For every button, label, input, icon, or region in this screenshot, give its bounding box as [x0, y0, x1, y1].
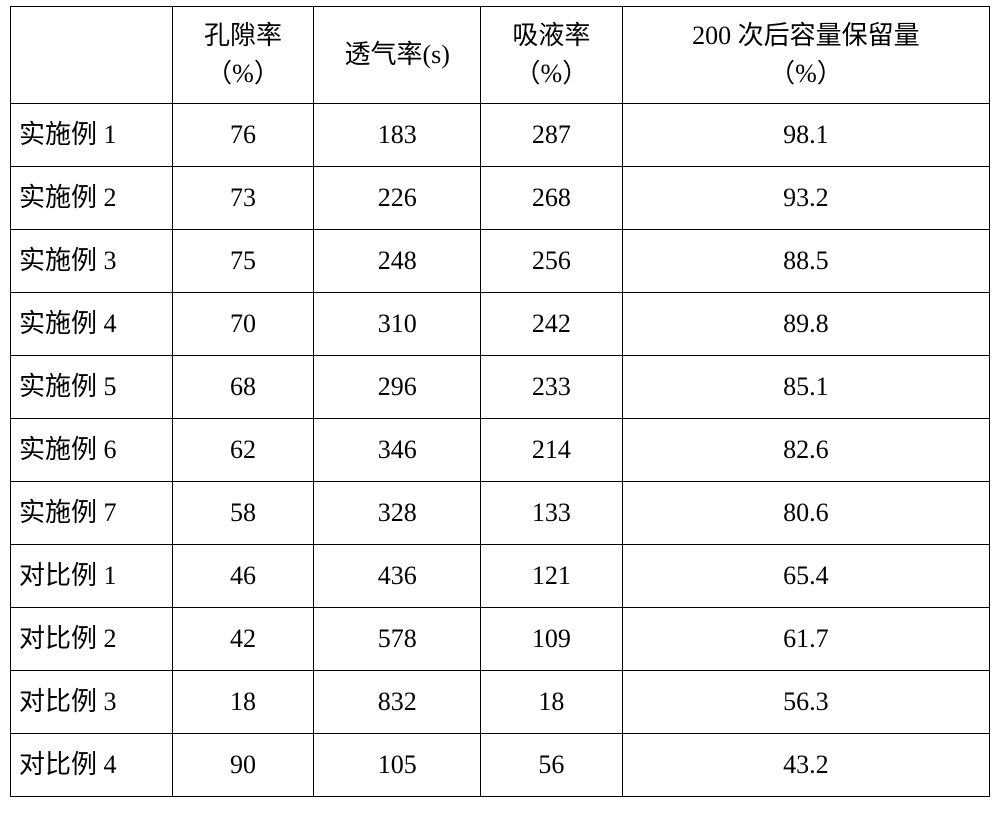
cell-porosity: 75	[172, 230, 314, 293]
cell-permeability: 183	[314, 104, 480, 167]
col-header-retention: 200 次后容量保留量 （%）	[622, 7, 989, 104]
cell-porosity: 70	[172, 293, 314, 356]
cell-retention: 61.7	[622, 608, 989, 671]
cell-permeability: 248	[314, 230, 480, 293]
cell-absorption: 242	[480, 293, 622, 356]
cell-absorption: 56	[480, 734, 622, 797]
col-header-retention-l2: （%）	[623, 55, 989, 93]
cell-permeability: 832	[314, 671, 480, 734]
cell-label: 实施例 3	[11, 230, 173, 293]
table-row: 对比例 2 42 578 109 61.7	[11, 608, 990, 671]
cell-label: 对比例 2	[11, 608, 173, 671]
table-row: 对比例 1 46 436 121 65.4	[11, 545, 990, 608]
cell-absorption: 121	[480, 545, 622, 608]
cell-label: 实施例 1	[11, 104, 173, 167]
cell-permeability: 346	[314, 419, 480, 482]
cell-absorption: 233	[480, 356, 622, 419]
table-row: 实施例 2 73 226 268 93.2	[11, 167, 990, 230]
cell-retention: 56.3	[622, 671, 989, 734]
cell-porosity: 68	[172, 356, 314, 419]
cell-absorption: 133	[480, 482, 622, 545]
table-row: 实施例 6 62 346 214 82.6	[11, 419, 990, 482]
col-header-absorption-l2: （%）	[481, 55, 622, 93]
cell-retention: 98.1	[622, 104, 989, 167]
cell-retention: 65.4	[622, 545, 989, 608]
table-body: 实施例 1 76 183 287 98.1 实施例 2 73 226 268 9…	[11, 104, 990, 797]
cell-absorption: 256	[480, 230, 622, 293]
cell-retention: 89.8	[622, 293, 989, 356]
cell-porosity: 90	[172, 734, 314, 797]
cell-permeability: 310	[314, 293, 480, 356]
cell-absorption: 287	[480, 104, 622, 167]
table-row: 实施例 7 58 328 133 80.6	[11, 482, 990, 545]
cell-absorption: 109	[480, 608, 622, 671]
cell-porosity: 76	[172, 104, 314, 167]
cell-retention: 85.1	[622, 356, 989, 419]
cell-permeability: 226	[314, 167, 480, 230]
cell-porosity: 42	[172, 608, 314, 671]
data-table: 孔隙率 （%） 透气率(s) 吸液率 （%） 200 次后容量保留量 （%） 实…	[10, 6, 990, 797]
cell-permeability: 296	[314, 356, 480, 419]
col-header-porosity: 孔隙率 （%）	[172, 7, 314, 104]
cell-label: 实施例 2	[11, 167, 173, 230]
cell-absorption: 268	[480, 167, 622, 230]
col-header-retention-l1: 200 次后容量保留量	[623, 17, 989, 55]
col-header-absorption: 吸液率 （%）	[480, 7, 622, 104]
cell-retention: 93.2	[622, 167, 989, 230]
cell-porosity: 18	[172, 671, 314, 734]
cell-label: 对比例 4	[11, 734, 173, 797]
cell-retention: 88.5	[622, 230, 989, 293]
col-header-permeability: 透气率(s)	[314, 7, 480, 104]
cell-permeability: 436	[314, 545, 480, 608]
cell-label: 实施例 7	[11, 482, 173, 545]
cell-label: 对比例 1	[11, 545, 173, 608]
cell-label: 对比例 3	[11, 671, 173, 734]
table-row: 对比例 4 90 105 56 43.2	[11, 734, 990, 797]
cell-porosity: 62	[172, 419, 314, 482]
table-row: 实施例 5 68 296 233 85.1	[11, 356, 990, 419]
cell-retention: 80.6	[622, 482, 989, 545]
col-header-porosity-l1: 孔隙率	[173, 17, 314, 55]
table-row: 实施例 1 76 183 287 98.1	[11, 104, 990, 167]
cell-permeability: 328	[314, 482, 480, 545]
cell-porosity: 46	[172, 545, 314, 608]
cell-absorption: 18	[480, 671, 622, 734]
cell-label: 实施例 5	[11, 356, 173, 419]
cell-permeability: 105	[314, 734, 480, 797]
col-header-absorption-l1: 吸液率	[481, 17, 622, 55]
table-row: 实施例 4 70 310 242 89.8	[11, 293, 990, 356]
cell-retention: 43.2	[622, 734, 989, 797]
cell-permeability: 578	[314, 608, 480, 671]
cell-porosity: 58	[172, 482, 314, 545]
table-row: 对比例 3 18 832 18 56.3	[11, 671, 990, 734]
col-header-porosity-l2: （%）	[173, 55, 314, 93]
cell-retention: 82.6	[622, 419, 989, 482]
table-header-row: 孔隙率 （%） 透气率(s) 吸液率 （%） 200 次后容量保留量 （%）	[11, 7, 990, 104]
cell-label: 实施例 4	[11, 293, 173, 356]
col-header-label	[11, 7, 173, 104]
cell-absorption: 214	[480, 419, 622, 482]
col-header-permeability-l1: 透气率(s)	[344, 40, 449, 69]
table-row: 实施例 3 75 248 256 88.5	[11, 230, 990, 293]
cell-porosity: 73	[172, 167, 314, 230]
cell-label: 实施例 6	[11, 419, 173, 482]
